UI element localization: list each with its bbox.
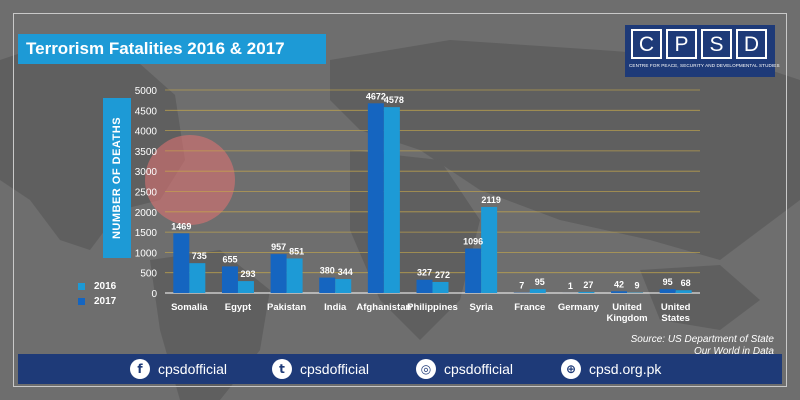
footer-label: cpsd.org.pk <box>589 361 662 377</box>
bar-2016 <box>383 107 400 293</box>
bar-2016 <box>237 281 254 293</box>
bar-2017 <box>367 103 384 293</box>
data-label-2017: 1 <box>568 281 573 291</box>
bar-2017 <box>465 248 482 293</box>
bar-2016 <box>432 281 449 293</box>
bar-2017 <box>659 289 676 293</box>
legend-swatch-2016 <box>78 283 85 290</box>
data-label-2017: 655 <box>222 254 237 264</box>
x-tick-label: Philippines <box>407 302 458 313</box>
footer-instagram-link[interactable]: ◎ cpsdofficial <box>416 359 513 379</box>
footer-label: cpsdofficial <box>444 361 514 377</box>
logo-letter: S <box>701 29 732 59</box>
source-note: Source: US Department of State Our World… <box>631 334 774 358</box>
chart-title: Terrorism Fatalities 2016 & 2017 <box>18 34 326 64</box>
footer-twitter-link[interactable]: t cpsdofficial <box>272 359 369 379</box>
source-line-2: Our World in Data <box>693 346 774 357</box>
data-label-2016: 68 <box>681 278 691 288</box>
legend-item-2017: 2017 <box>78 296 116 307</box>
footer-facebook-link[interactable]: f cpsdofficial <box>130 359 227 379</box>
x-tick-label: Afghanistan <box>356 302 411 313</box>
bar-2017 <box>611 291 628 293</box>
legend: 2016 2017 <box>78 281 116 311</box>
x-tick-label: Germany <box>558 302 600 313</box>
source-line-1: Source: US Department of State <box>630 334 774 345</box>
data-label-2017: 42 <box>614 279 624 289</box>
legend-item-2016: 2016 <box>78 281 116 292</box>
x-tick-label: United <box>661 302 691 313</box>
data-label-2017: 957 <box>271 242 286 252</box>
data-label-2017: 327 <box>417 268 432 278</box>
data-label-2016: 95 <box>535 277 545 287</box>
data-label-2017: 1469 <box>171 221 191 231</box>
footer-label: cpsdofficial <box>300 361 370 377</box>
x-tick-label: India <box>324 302 347 313</box>
bar-2017 <box>319 277 336 293</box>
logo-letter: C <box>631 29 662 59</box>
legend-swatch-2017 <box>78 298 85 305</box>
data-label-2016: 4578 <box>384 95 404 105</box>
y-tick-label: 2500 <box>135 188 158 199</box>
data-label-2016: 272 <box>435 270 450 280</box>
bar-2016 <box>529 289 546 293</box>
facebook-icon: f <box>130 359 150 379</box>
x-tick-label: Syria <box>470 302 494 313</box>
bar-2016 <box>335 279 352 293</box>
instagram-icon: ◎ <box>416 359 436 379</box>
data-label-2016: 735 <box>192 251 207 261</box>
data-label-2016: 2119 <box>481 195 501 205</box>
y-tick-label: 500 <box>140 269 157 280</box>
y-tick-label: 3000 <box>135 167 158 178</box>
logo-tagline: CENTRE FOR PEACE, SECURITY AND DEVELOPME… <box>629 63 780 68</box>
data-label-2017: 4672 <box>366 91 386 101</box>
footer-website-link[interactable]: ⊕ cpsd.org.pk <box>561 359 661 379</box>
bar-2016 <box>578 291 595 293</box>
data-label-2017: 380 <box>320 266 335 276</box>
data-label-2016: 851 <box>289 246 304 256</box>
bar-2016 <box>675 290 692 293</box>
x-tick-label: France <box>514 302 545 313</box>
data-label-2017: 1096 <box>463 237 483 247</box>
footer-label: cpsdofficial <box>158 361 228 377</box>
legend-label-2017: 2017 <box>94 296 117 307</box>
y-tick-label: 4500 <box>135 106 158 117</box>
bar-2017 <box>416 279 433 293</box>
data-label-2016: 344 <box>338 267 353 277</box>
x-tick-label: Egypt <box>225 302 252 313</box>
bar-2016 <box>481 206 498 293</box>
bar-2017 <box>270 254 287 293</box>
x-tick-label: Somalia <box>171 302 208 313</box>
logo-letter: P <box>666 29 697 59</box>
y-tick-label: 3500 <box>135 147 158 158</box>
data-label-2016: 293 <box>240 269 255 279</box>
y-tick-label: 1000 <box>135 248 158 259</box>
footer-bar: f cpsdofficial t cpsdofficial ◎ cpsdoffi… <box>18 354 782 384</box>
bar-2017 <box>221 266 238 293</box>
data-label-2016: 27 <box>583 280 593 290</box>
globe-icon: ⊕ <box>561 359 581 379</box>
logo-letter: D <box>736 29 767 59</box>
outer-frame <box>13 13 787 387</box>
bar-2016 <box>286 258 303 293</box>
y-tick-label: 5000 <box>135 86 158 97</box>
y-tick-label: 0 <box>151 289 157 300</box>
y-tick-label: 2000 <box>135 208 158 219</box>
y-tick-label: 4000 <box>135 127 158 138</box>
data-label-2017: 95 <box>663 277 673 287</box>
legend-label-2016: 2016 <box>94 281 117 292</box>
y-axis-label-box <box>103 98 131 258</box>
x-tick-label: States <box>661 313 690 324</box>
data-label-2016: 9 <box>635 281 640 291</box>
bar-2017 <box>173 233 190 293</box>
x-tick-label: United <box>612 302 642 313</box>
bar-2016 <box>189 263 206 293</box>
y-tick-label: 1500 <box>135 228 158 239</box>
x-tick-label: Kingdom <box>606 313 647 324</box>
twitter-icon: t <box>272 359 292 379</box>
cpsd-logo: C P S D CENTRE FOR PEACE, SECURITY AND D… <box>625 25 780 77</box>
x-tick-label: Pakistan <box>267 302 306 313</box>
data-label-2017: 7 <box>519 281 524 291</box>
